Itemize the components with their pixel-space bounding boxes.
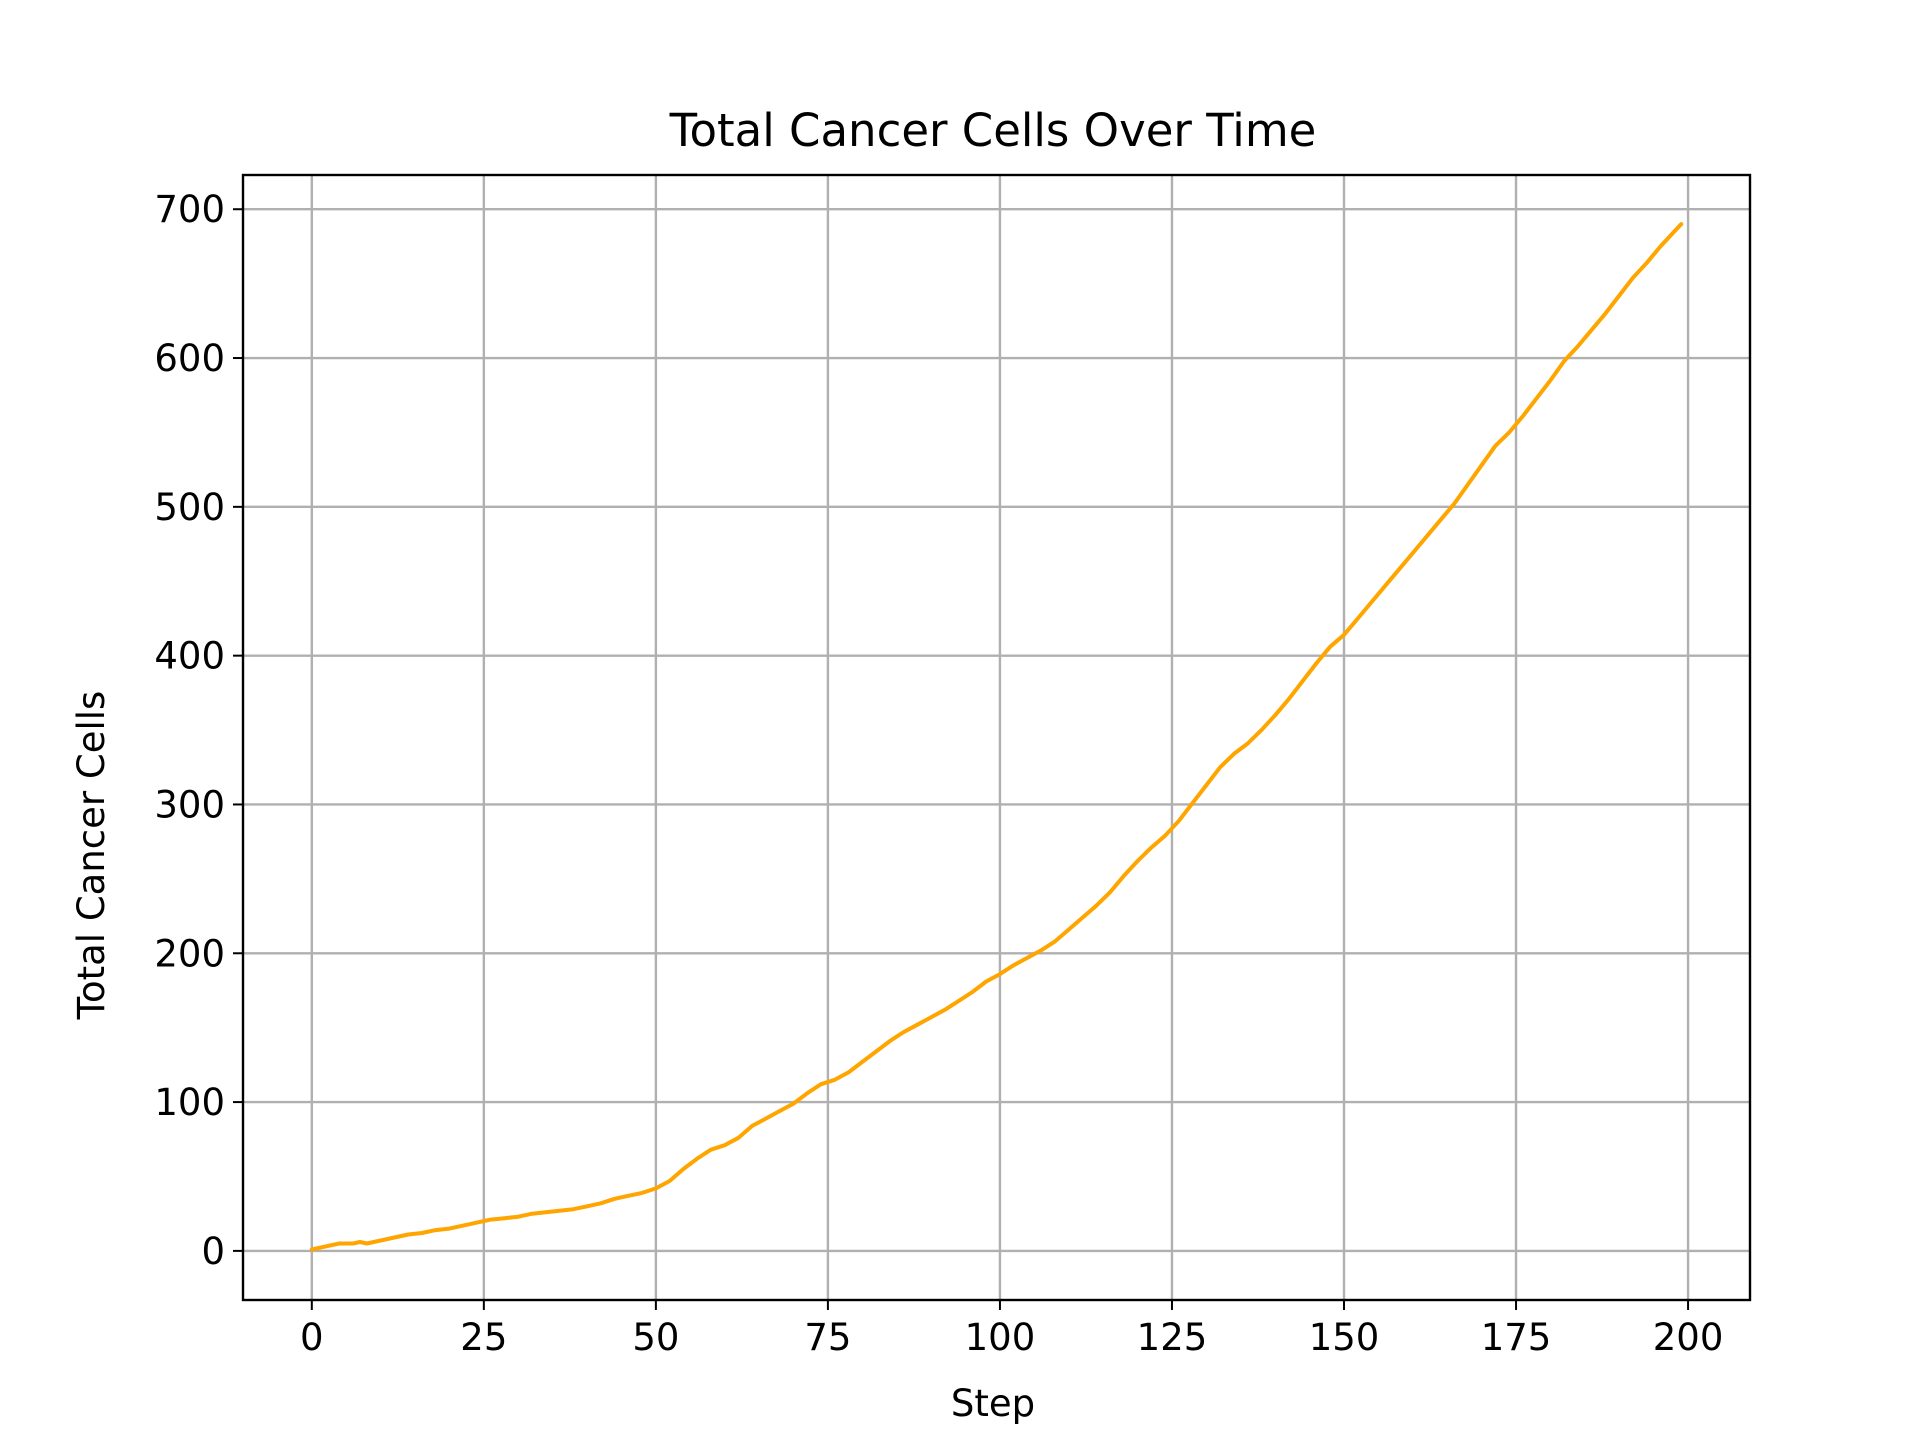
y-tick-label: 200	[154, 932, 225, 975]
y-axis-label: Total Cancer Cells	[70, 691, 113, 1021]
y-tick-label: 100	[154, 1081, 225, 1124]
plot-frame	[241, 173, 1752, 1302]
y-tick-label: 400	[154, 635, 225, 678]
x-axis-label: Step	[951, 1382, 1035, 1425]
x-tick-label: 75	[804, 1316, 851, 1359]
grid-layer	[243, 175, 1750, 1300]
x-tick-label: 175	[1481, 1316, 1552, 1359]
y-tick-label: 300	[154, 783, 225, 826]
chart-title: Total Cancer Cells Over Time	[669, 104, 1317, 157]
x-tick-label: 0	[300, 1316, 324, 1359]
series-line-total-cancer-cells	[309, 222, 1684, 1252]
x-tick-label: 150	[1309, 1316, 1380, 1359]
y-tick-label: 600	[154, 337, 225, 380]
y-tick-label: 700	[154, 188, 225, 231]
x-tick-label: 200	[1653, 1316, 1724, 1359]
y-tick-label: 500	[154, 486, 225, 529]
x-tick-label: 125	[1137, 1316, 1208, 1359]
y-tick-label: 0	[201, 1230, 225, 1273]
x-tick-label: 25	[460, 1316, 507, 1359]
tick-layer: 0 25 50 75 100 125 150 175 200 0 100 200 300 400 500 60…	[154, 188, 1723, 1359]
x-tick-label: 50	[632, 1316, 679, 1359]
x-tick-label: 100	[965, 1316, 1036, 1359]
